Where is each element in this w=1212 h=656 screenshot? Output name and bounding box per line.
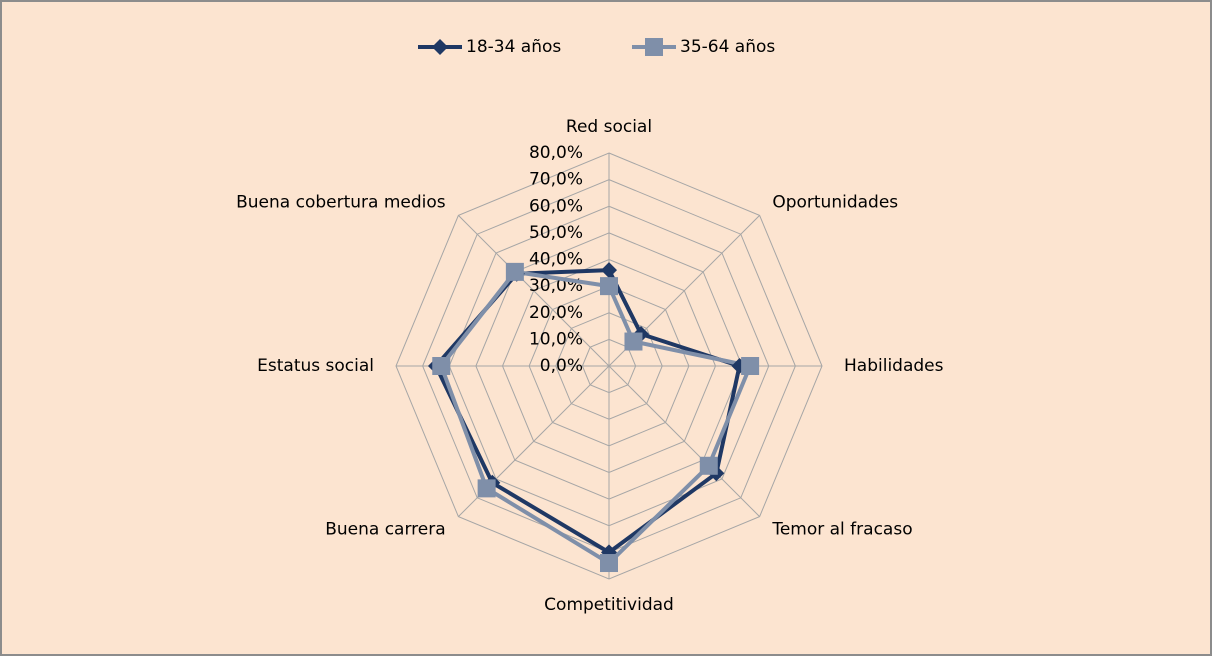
- category-label: Estatus social: [257, 356, 374, 376]
- spoke: [608, 365, 760, 517]
- marker: [699, 456, 718, 475]
- marker: [600, 277, 618, 296]
- spoke: [458, 215, 610, 367]
- legend-marker: [432, 39, 448, 55]
- marker: [432, 357, 451, 375]
- tick-label: 50,0%: [529, 223, 583, 243]
- marker: [741, 357, 760, 375]
- marker: [624, 332, 643, 351]
- category-label: Competitividad: [544, 595, 674, 615]
- marker: [601, 262, 617, 279]
- marker: [600, 554, 618, 573]
- tick-label: 40,0%: [529, 250, 583, 270]
- category-label: Red social: [566, 117, 652, 137]
- tick-label: 0,0%: [540, 356, 583, 376]
- tick-label: 10,0%: [529, 329, 583, 349]
- legend-label: 35-64 años: [680, 37, 775, 57]
- tick-label: 70,0%: [529, 170, 583, 190]
- tick-label: 60,0%: [529, 196, 583, 216]
- tick-label: 80,0%: [529, 143, 583, 163]
- category-label: Buena carrera: [325, 519, 445, 539]
- category-label: Buena cobertura medios: [236, 193, 446, 213]
- legend-marker: [645, 38, 663, 56]
- marker: [477, 479, 496, 498]
- category-label: Temor al fracaso: [771, 519, 912, 539]
- legend-label: 18-34 años: [466, 37, 561, 57]
- category-label: Oportunidades: [772, 193, 898, 213]
- tick-label: 20,0%: [529, 303, 583, 323]
- category-label: Habilidades: [844, 356, 944, 376]
- marker: [505, 262, 524, 281]
